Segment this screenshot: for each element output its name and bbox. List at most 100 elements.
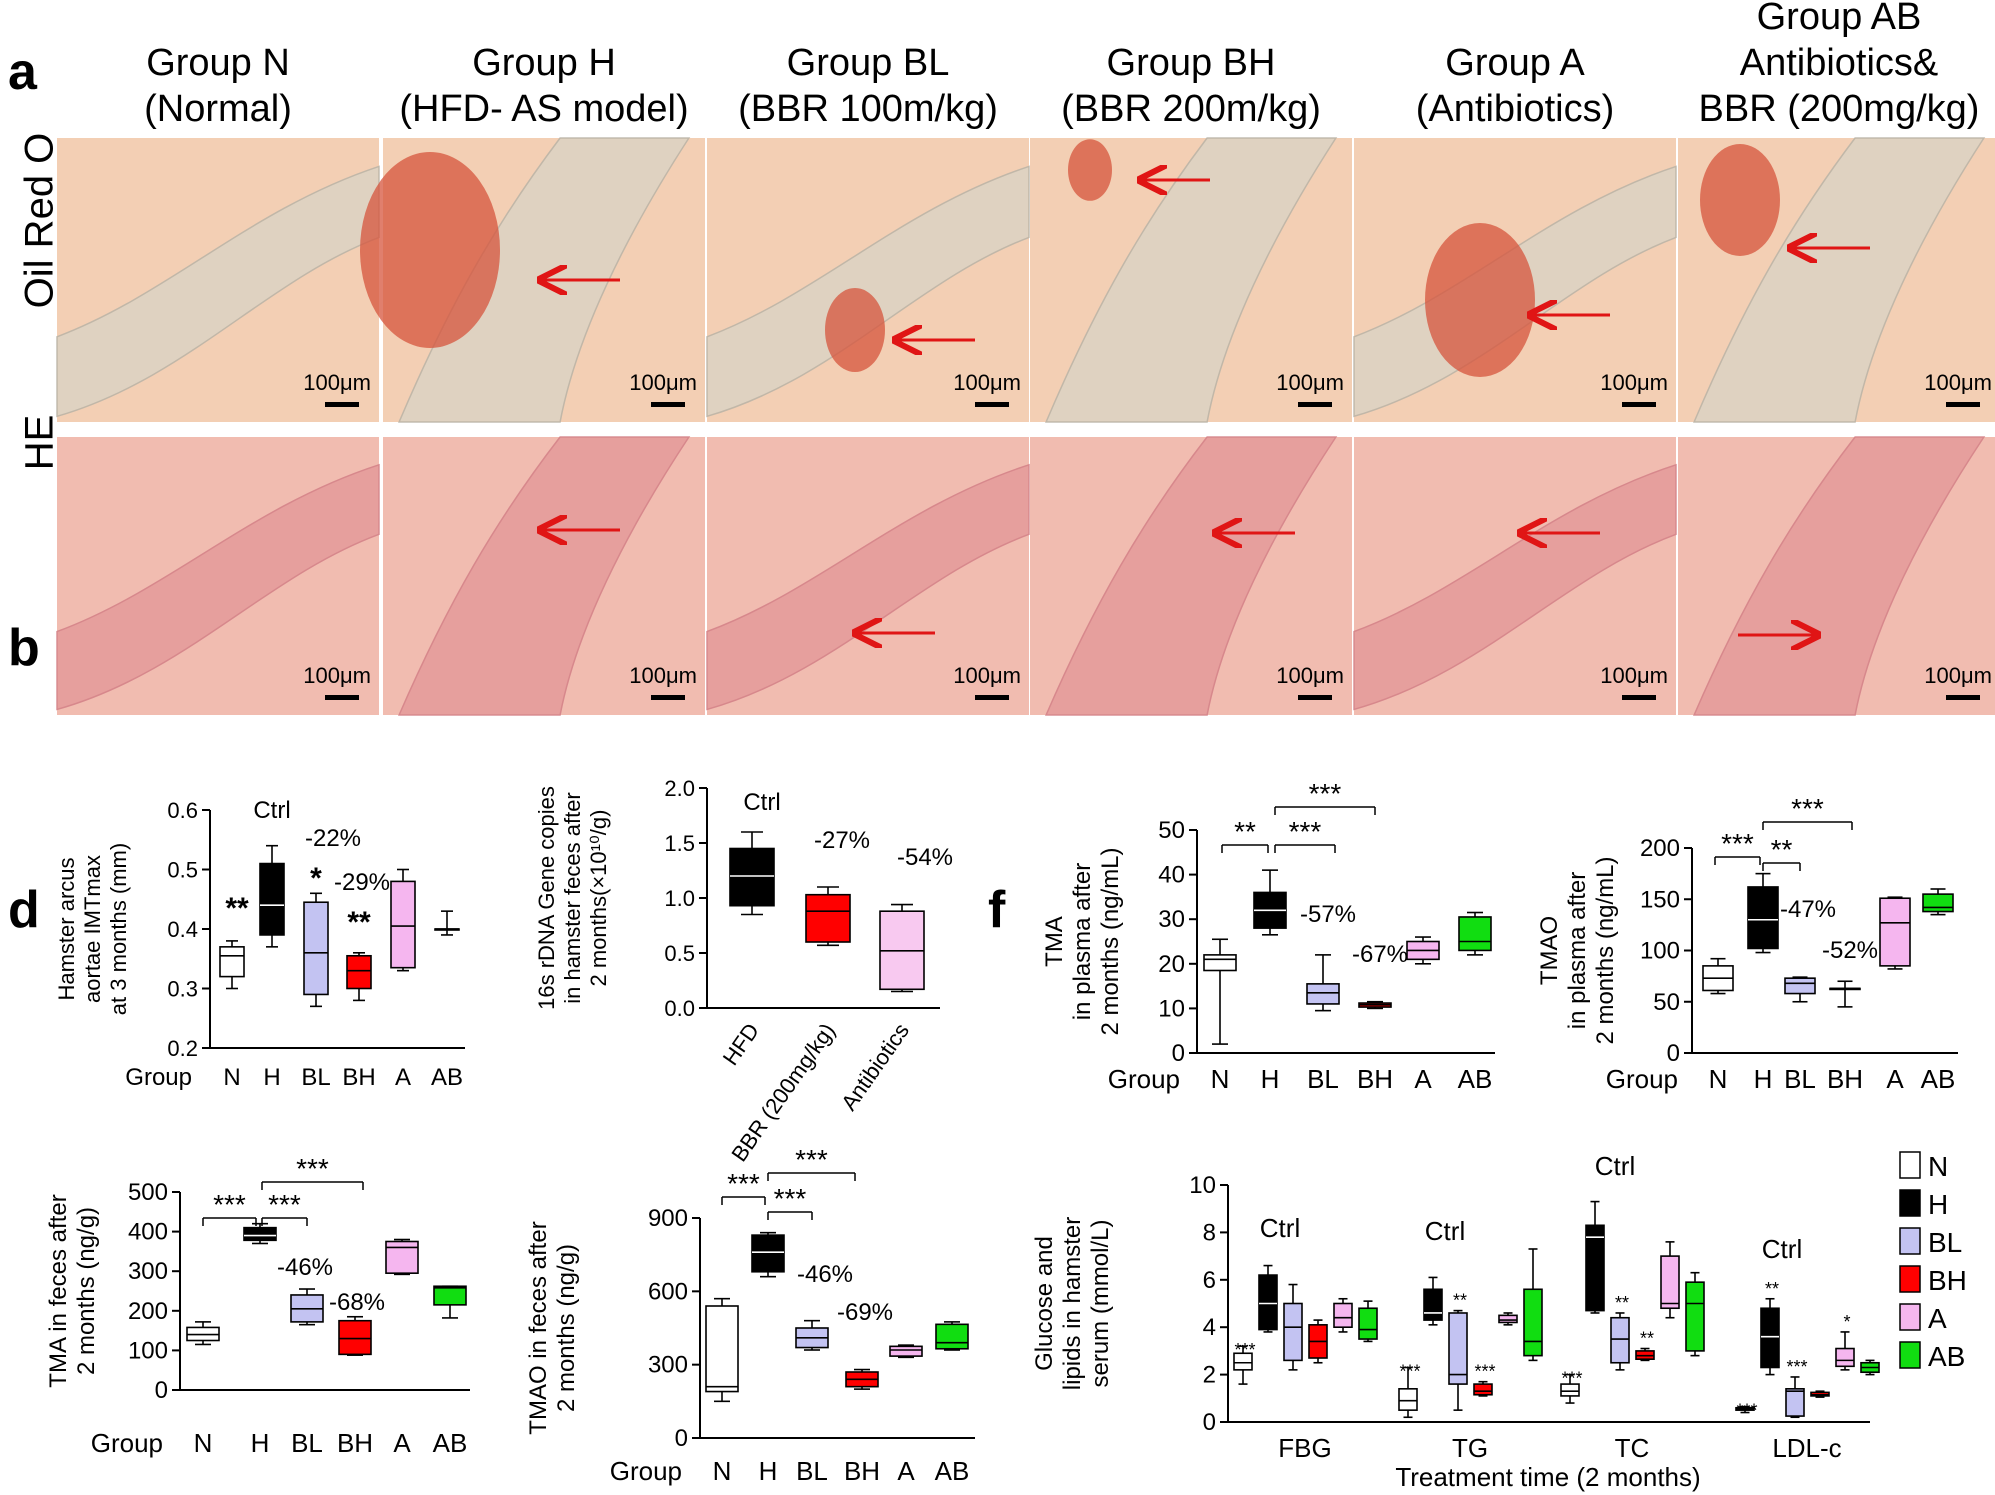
histology-image-r1c0: 100μm: [56, 437, 380, 715]
column-header-3: Group BH (BBR 200m/kg): [1026, 40, 1356, 132]
x-tick-label: HFD: [718, 1019, 764, 1070]
annotation: -68%: [329, 1289, 385, 1316]
box: [1423, 1288, 1443, 1321]
x-tick-label: AB: [433, 1428, 468, 1458]
annotation: Ctrl: [253, 797, 290, 824]
y-tick-label: 200: [128, 1298, 168, 1325]
y-tick-label: 2.0: [664, 776, 695, 801]
x-tick-label: BL: [1784, 1064, 1816, 1094]
x-tick-label: A: [393, 1428, 411, 1458]
box: [1835, 1347, 1855, 1368]
scale-bar: [1298, 695, 1332, 700]
y-tick-label: 50: [1653, 989, 1680, 1016]
box: [1473, 1383, 1493, 1396]
scale-label: 100μm: [1276, 370, 1344, 395]
y-tick-label: 1.0: [664, 886, 695, 911]
y-axis-label: serum (mmol/L): [1087, 1219, 1114, 1387]
annotation: Ctrl: [1260, 1213, 1300, 1243]
column-header-line: (Antibiotics): [1415, 88, 1615, 130]
box: [1760, 1307, 1780, 1369]
y-tick-label: 20: [1158, 951, 1185, 978]
histology-image-r1c3: 100μm: [1030, 436, 1352, 716]
annotation: *: [310, 862, 322, 895]
y-tick-label: 200: [1640, 835, 1680, 862]
x-tick-label: N: [1709, 1064, 1728, 1094]
y-tick-label: 40: [1158, 862, 1185, 889]
y-tick-label: 10: [1189, 1172, 1216, 1199]
scale-label: 100μm: [1924, 370, 1992, 395]
panel-label-a: a: [8, 43, 37, 101]
box: [385, 1240, 419, 1274]
x-tick-label: BH: [337, 1428, 373, 1458]
y-axis-label: 2 months (ng/g): [73, 1207, 100, 1375]
box: [1203, 954, 1237, 972]
panel-label-f: f: [988, 881, 1006, 939]
legend-swatch: [1899, 1265, 1921, 1293]
box: [889, 1345, 923, 1357]
y-tick-label: 30: [1158, 906, 1185, 933]
y-axis-label: TMA: [1041, 916, 1068, 967]
annotation: -29%: [334, 869, 390, 896]
y-tick-label: 600: [648, 1278, 688, 1305]
y-axis-label: 2 months (ng/mL): [1592, 856, 1619, 1044]
x-tick-label: AB: [935, 1456, 970, 1486]
scale-bar: [975, 695, 1009, 700]
legend-swatch: [1899, 1227, 1921, 1255]
y-tick-label: 0.6: [167, 798, 198, 823]
y-tick-label: 6: [1203, 1267, 1216, 1294]
x-tick-label: A: [1886, 1064, 1904, 1094]
x-axis-label: Group: [1606, 1064, 1678, 1094]
x-axis-label: Group: [91, 1428, 163, 1458]
column-header-line: Group H: [472, 42, 616, 84]
box: [346, 954, 372, 990]
column-header-line: BBR (200mg/kg): [1698, 88, 1980, 130]
sig-stars: **: [1453, 1291, 1467, 1311]
y-tick-label: 500: [128, 1179, 168, 1206]
annotation: -57%: [1300, 901, 1356, 928]
box: [1448, 1312, 1468, 1385]
y-tick-label: 300: [128, 1258, 168, 1285]
histology-image-r1c5: 100μm: [1678, 436, 1995, 716]
sig-stars: **: [1640, 1329, 1654, 1349]
histology-image-r1c2: 100μm: [706, 437, 1030, 715]
box: [729, 847, 775, 907]
scale-bar: [325, 695, 359, 700]
y-axis-label: at 3 months (mm): [106, 843, 131, 1015]
legend-swatch: [1899, 1341, 1921, 1369]
y-tick-label: 100: [1640, 938, 1680, 965]
annotation: -27%: [814, 827, 870, 854]
box: [390, 880, 416, 969]
legend-label: H: [1928, 1189, 1948, 1220]
x-tick-label: A: [897, 1456, 915, 1486]
column-header-line: (BBR 100m/kg): [738, 88, 998, 130]
annotation: -46%: [277, 1254, 333, 1281]
column-header-line: Group A: [1445, 42, 1585, 84]
sig-stars: ***: [795, 1144, 828, 1175]
scale-bar: [1946, 402, 1980, 407]
y-axis-label: in hamster feces after: [560, 792, 585, 1004]
scale-bar: [651, 695, 685, 700]
x-tick-label: N: [713, 1456, 732, 1486]
y-axis-label: Glucose and: [1031, 1236, 1058, 1371]
histology-image-r0c3: 100μm: [1030, 137, 1352, 423]
y-tick-label: 400: [128, 1219, 168, 1246]
y-tick-label: 4: [1203, 1314, 1216, 1341]
sig-stars: ***: [774, 1183, 807, 1214]
sig-stars: ***: [268, 1189, 301, 1220]
annotation: Ctrl: [1762, 1234, 1802, 1264]
histology-image-r0c2: 100μm: [706, 138, 1030, 422]
box: [433, 1285, 467, 1306]
x-tick-label: LDL-c: [1772, 1433, 1841, 1463]
annotation: Ctrl: [1595, 1151, 1635, 1181]
x-tick-label: BH: [1827, 1064, 1863, 1094]
annotation: -67%: [1352, 941, 1408, 968]
column-header-1: Group H (HFD- AS model): [379, 40, 709, 132]
y-tick-label: 0.3: [167, 977, 198, 1002]
column-header-line: (HFD- AS model): [399, 88, 689, 130]
sig-stars: ***: [1309, 778, 1342, 809]
column-header-line: Group AB: [1756, 0, 1922, 38]
sig-stars: ***: [213, 1189, 246, 1220]
y-tick-label: 0.5: [167, 858, 198, 883]
y-axis-label: in plasma after: [1564, 872, 1591, 1029]
